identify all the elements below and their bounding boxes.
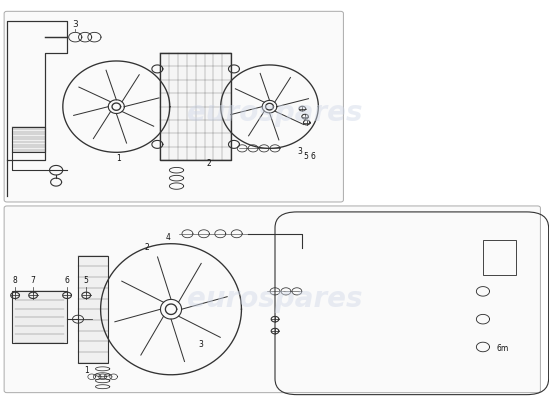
Text: 5: 5 xyxy=(304,152,309,161)
Text: 1: 1 xyxy=(117,154,122,163)
Text: 3: 3 xyxy=(297,147,302,156)
Bar xyxy=(160,53,231,160)
FancyBboxPatch shape xyxy=(4,11,343,202)
Text: 2: 2 xyxy=(207,159,212,168)
Text: 7: 7 xyxy=(31,276,36,286)
Bar xyxy=(12,126,45,152)
Text: 3: 3 xyxy=(199,340,204,350)
Text: 2: 2 xyxy=(144,243,149,252)
Text: 5: 5 xyxy=(84,276,89,286)
Text: 4: 4 xyxy=(166,233,170,242)
Text: 6: 6 xyxy=(310,152,315,161)
Text: eurospares: eurospares xyxy=(187,99,363,127)
Bar xyxy=(483,240,516,276)
Text: 1: 1 xyxy=(84,366,89,375)
Bar xyxy=(78,256,108,363)
Text: 6m: 6m xyxy=(497,344,509,354)
Text: 6: 6 xyxy=(64,276,69,286)
Text: 3: 3 xyxy=(73,20,78,29)
Bar xyxy=(12,291,67,343)
Text: eurospares: eurospares xyxy=(187,285,363,313)
FancyBboxPatch shape xyxy=(4,206,541,393)
Text: 8: 8 xyxy=(13,276,18,286)
